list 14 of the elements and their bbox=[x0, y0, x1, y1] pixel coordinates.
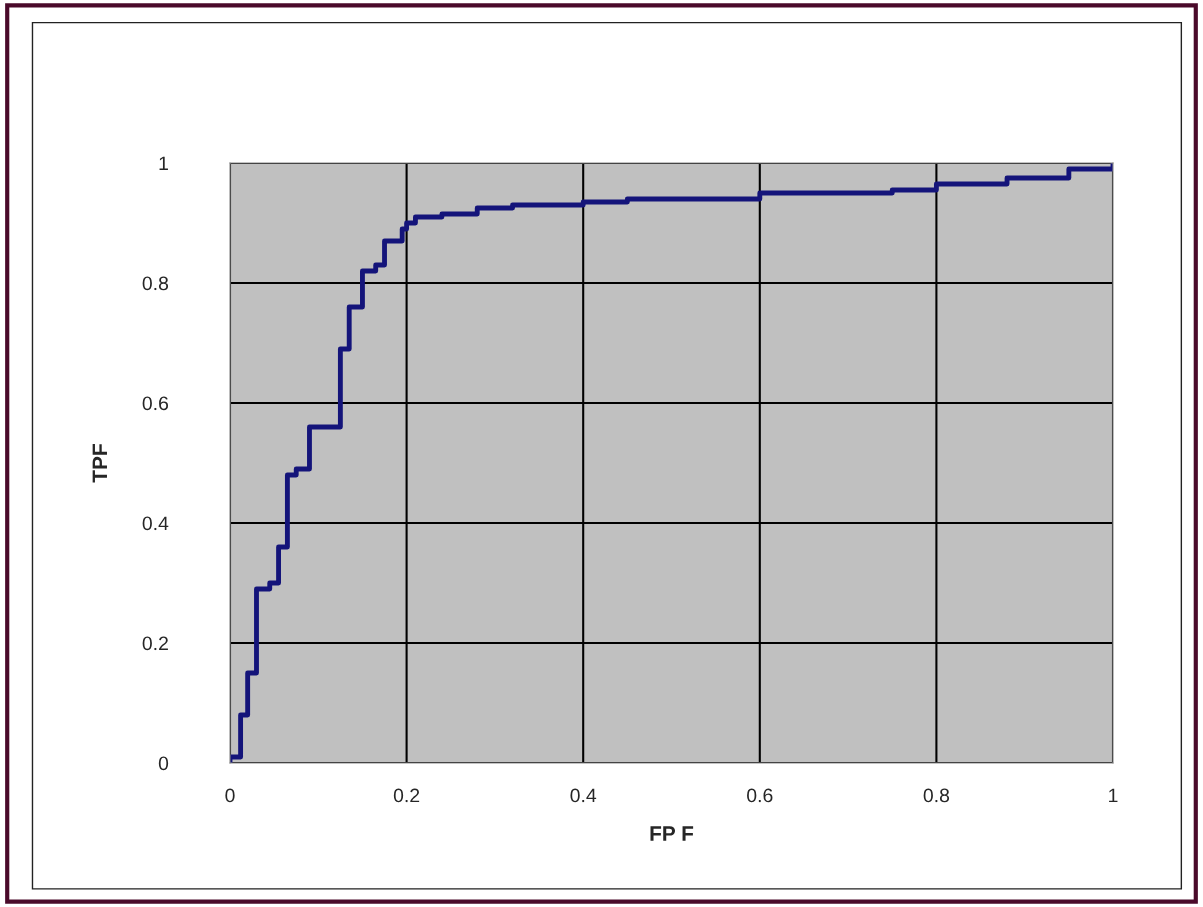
x-tick-label: 0 bbox=[225, 788, 235, 803]
y-tick-label: 0.6 bbox=[142, 396, 169, 411]
y-tick-label: 0 bbox=[158, 756, 169, 771]
x-axis-title: FP F bbox=[650, 826, 694, 841]
y-tick-label: 0.8 bbox=[142, 276, 169, 291]
x-tick-label: 0.2 bbox=[393, 788, 420, 803]
y-tick-label: 0.2 bbox=[142, 636, 168, 651]
y-axis-title: TPF bbox=[92, 444, 107, 483]
y-tick-label: 0.4 bbox=[142, 516, 169, 531]
x-tick-label: 0.8 bbox=[923, 788, 950, 803]
x-tick-label: 0.6 bbox=[747, 788, 773, 803]
x-tick-label: 1 bbox=[1109, 788, 1118, 803]
x-tick-label: 0.4 bbox=[570, 788, 597, 803]
y-tick-label: 1 bbox=[159, 156, 168, 171]
